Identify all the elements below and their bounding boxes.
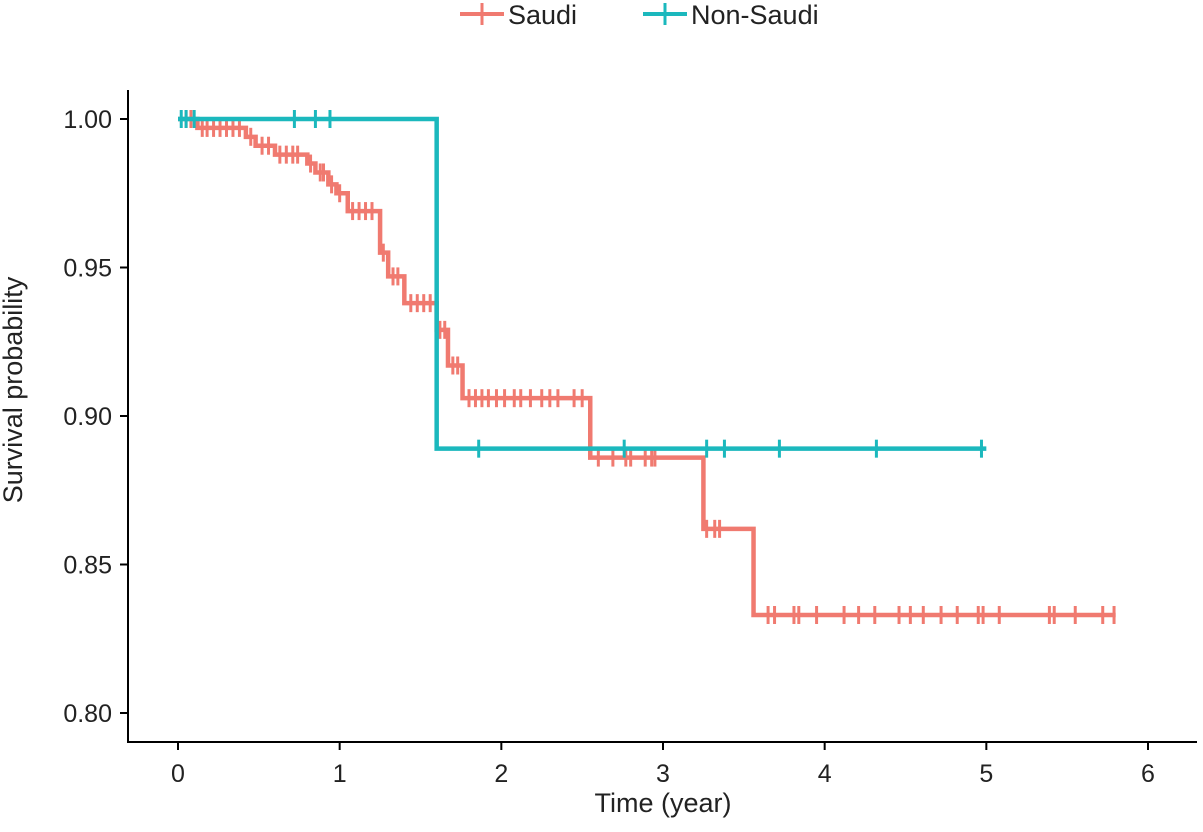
legend: Saudi Non-Saudi (460, 0, 819, 30)
survival-curve (178, 116, 1116, 618)
series-group (178, 110, 1116, 624)
legend-item-non-saudi: Non-Saudi (643, 0, 819, 30)
y-ticks: 0.80 0.85 0.90 0.95 1.00 (63, 106, 128, 728)
x-tick-label: 1 (333, 760, 347, 788)
legend-item-saudi: Saudi (460, 0, 577, 30)
x-tick-label: 4 (818, 760, 832, 788)
x-ticks: 0 1 2 3 4 5 6 (171, 742, 1155, 788)
x-tick-label: 2 (494, 760, 508, 788)
series-non-saudi (178, 110, 987, 458)
x-tick-label: 6 (1141, 760, 1155, 788)
y-tick-label: 0.95 (63, 255, 112, 283)
y-tick-label: 0.80 (63, 700, 112, 728)
series-saudi (178, 110, 1116, 624)
x-tick-label: 3 (656, 760, 670, 788)
x-tick-label: 0 (171, 760, 185, 788)
legend-label-saudi: Saudi (508, 0, 577, 30)
axes (127, 90, 1197, 743)
x-axis-label: Time (year) (594, 788, 731, 818)
y-tick-label: 0.90 (63, 403, 112, 431)
survival-curve (178, 116, 987, 451)
legend-label-non-saudi: Non-Saudi (691, 0, 819, 30)
y-axis-label: Survival probability (0, 276, 28, 503)
y-tick-label: 1.00 (63, 106, 112, 134)
y-tick-label: 0.85 (63, 552, 112, 580)
x-tick-label: 5 (979, 760, 993, 788)
